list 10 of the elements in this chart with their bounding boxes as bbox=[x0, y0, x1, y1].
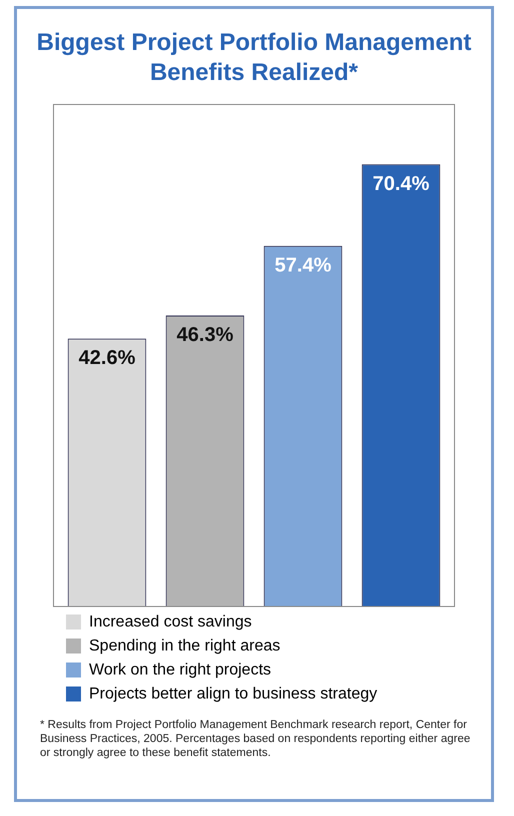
data-label: 42.6% bbox=[78, 347, 136, 370]
text: * Results from Project Portfolio Management Benchmark research report, Center for Business Practices, 2005. Percentages based on respondents reporting either agree or strongly agree to these benefit statements. bbox=[40, 718, 472, 760]
legend-label: Increased cost savings bbox=[89, 613, 252, 630]
legend-label: Projects better align to business strategy bbox=[89, 685, 378, 702]
legend-label: Spending in the right areas bbox=[89, 637, 280, 654]
legend-label: Work on the right projects bbox=[89, 661, 272, 678]
data-label: 57.4% bbox=[274, 254, 332, 276]
data-label: 46.3% bbox=[176, 324, 234, 346]
data-label: 70.4% bbox=[372, 172, 430, 195]
chart-title: Biggest Project Portfolio Management Benefits Realized* bbox=[36, 28, 472, 88]
